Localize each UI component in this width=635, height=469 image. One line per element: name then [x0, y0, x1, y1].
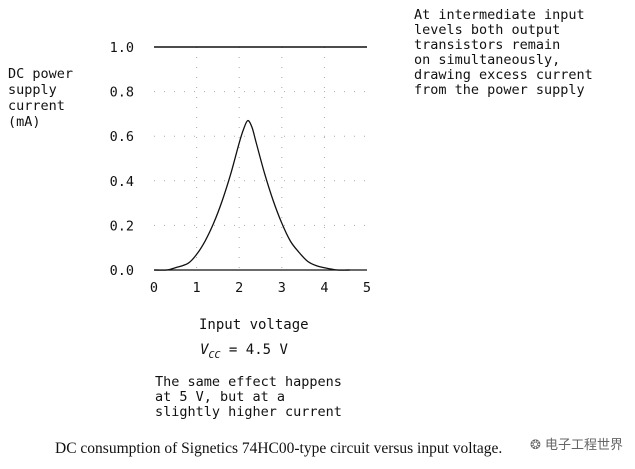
- annotation-line: transistors remain: [414, 37, 561, 53]
- x-tick-label: 3: [278, 280, 286, 296]
- annotation-line: on simultaneously,: [414, 52, 561, 68]
- y-axis-label-line: current: [8, 98, 65, 114]
- y-axis-label-line: DC power: [8, 66, 74, 82]
- vcc-subscript: CC: [208, 349, 221, 361]
- y-axis-label: DC power supply current (mA): [8, 66, 73, 130]
- y-axis-label-line: supply: [8, 82, 57, 98]
- watermark: ❂ 电子工程世界: [530, 438, 624, 453]
- x-axis-ticks: 0 1 2 3 4 5: [150, 280, 371, 296]
- y-tick-label: 0.4: [110, 174, 134, 190]
- y-tick-label: 0.2: [110, 218, 134, 234]
- annotation-line: The same effect happens: [155, 374, 342, 390]
- right-annotation: At intermediate input levels both output…: [414, 8, 593, 98]
- x-tick-label: 1: [193, 280, 201, 296]
- current-curve: [153, 119, 350, 271]
- x-axis-label: Input voltage: [199, 317, 309, 333]
- vcc-label: VCC = 4.5 V: [200, 342, 288, 361]
- annotation-line: At intermediate input: [414, 7, 585, 23]
- y-tick-label: 0.6: [110, 129, 134, 145]
- x-tick-label: 5: [363, 280, 371, 296]
- vcc-symbol: V: [200, 342, 209, 358]
- x-tick-label: 4: [320, 280, 328, 296]
- x-tick-label: 2: [235, 280, 243, 296]
- y-tick-label: 0.0: [110, 263, 134, 279]
- annotation-line: levels both output: [414, 22, 561, 38]
- y-tick-label: 1.0: [110, 40, 134, 56]
- figure-caption: DC consumption of Signetics 74HC00-type …: [55, 440, 503, 457]
- x-tick-label: 0: [150, 280, 158, 296]
- y-axis-label-line: (mA): [8, 114, 41, 130]
- annotation-line: at 5 V, but at a: [155, 389, 286, 405]
- vcc-value: = 4.5 V: [220, 342, 288, 358]
- y-tick-label: 0.8: [110, 85, 134, 101]
- bottom-annotation: The same effect happens at 5 V, but at a…: [155, 375, 342, 420]
- annotation-line: drawing excess current: [414, 67, 593, 83]
- y-axis-ticks: 0.0 0.2 0.4 0.6 0.8 1.0: [110, 40, 134, 279]
- plot-axes: [154, 46, 367, 271]
- annotation-line: from the power supply: [414, 82, 585, 98]
- annotation-line: slightly higher current: [155, 404, 342, 420]
